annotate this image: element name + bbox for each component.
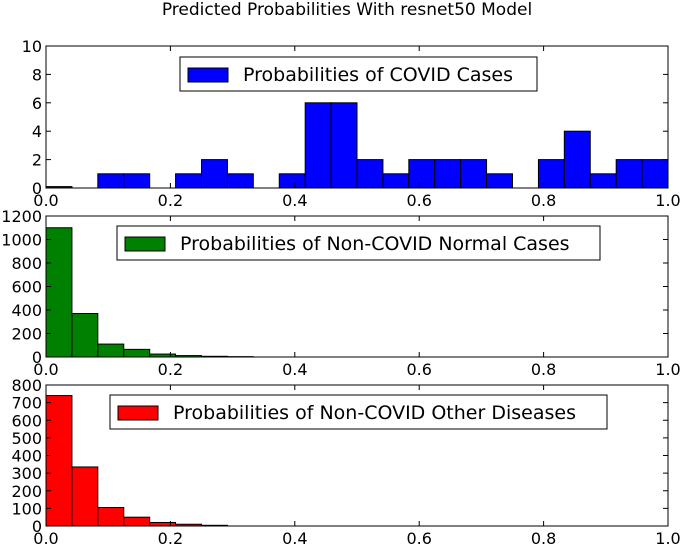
subplot-1: 0.0 0.2 0.4 0.6 0.8 1.0 0 2 4 6 8 10 Probabilities o… bbox=[22, 37, 681, 210]
y-tick-label: 6 bbox=[32, 94, 42, 113]
chart-title: Predicted Probabilities With resnet50 Mo… bbox=[162, 0, 532, 20]
y-tick-label: 200 bbox=[11, 482, 42, 501]
histogram-bar bbox=[382, 173, 410, 189]
axes-frame bbox=[45, 45, 669, 189]
histogram-bar bbox=[45, 227, 73, 358]
legend-label: Probabilities of COVID Cases bbox=[243, 64, 513, 86]
histogram-bar bbox=[97, 173, 125, 189]
x-tick-label: 0.8 bbox=[531, 529, 556, 548]
legend-box bbox=[109, 394, 608, 430]
x-tick-label: 0.4 bbox=[282, 360, 307, 379]
subplot-3: 0.0 0.2 0.4 0.6 0.8 1.0 0100200300400500600700… bbox=[11, 376, 680, 548]
subplots: 0.0 0.2 0.4 0.6 0.8 1.0 0 2 4 6 8 10 Probabilities o… bbox=[1, 37, 680, 548]
histogram-bar bbox=[615, 159, 643, 189]
subplot-2: 0.0 0.2 0.4 0.6 0.8 1.0 0 200 400 600 800 1000 1200 P… bbox=[1, 207, 680, 379]
histogram-bar bbox=[175, 173, 203, 189]
y-tick-label: 400 bbox=[11, 447, 42, 466]
y-tick-label: 4 bbox=[32, 122, 42, 141]
legend-box bbox=[116, 225, 601, 261]
x-tick-label: 1.0 bbox=[655, 360, 680, 379]
histogram-bar bbox=[97, 506, 125, 527]
y-tick-label: 1200 bbox=[1, 207, 42, 226]
legend-swatch bbox=[187, 67, 229, 83]
legend-box bbox=[179, 56, 538, 92]
histogram-bar bbox=[330, 102, 358, 189]
x-tick-label: 0.2 bbox=[158, 360, 183, 379]
x-tick-label: 0.4 bbox=[282, 191, 307, 210]
y-tick-label: 600 bbox=[11, 411, 42, 430]
y-tick-label: 200 bbox=[11, 325, 42, 344]
legend-swatch bbox=[124, 236, 166, 252]
x-tick-label: 0.4 bbox=[282, 529, 307, 548]
histogram-bar bbox=[45, 395, 73, 527]
y-tick-label: 700 bbox=[11, 394, 42, 413]
histogram-bar bbox=[149, 521, 177, 527]
histogram-bar bbox=[71, 466, 99, 527]
histogram-bar bbox=[97, 343, 125, 358]
y-tick-label: 400 bbox=[11, 301, 42, 320]
histogram-bar bbox=[123, 173, 151, 189]
y-tick-label: 600 bbox=[11, 278, 42, 297]
x-tick-label: 0.8 bbox=[531, 191, 556, 210]
y-tick-label: 100 bbox=[11, 499, 42, 518]
histogram-bar bbox=[123, 348, 151, 358]
x-tick-label: 0.2 bbox=[158, 191, 183, 210]
histogram-bar bbox=[304, 102, 332, 189]
histogram-bar bbox=[486, 173, 513, 189]
legend-label: Probabilities of Non-COVID Other Disease… bbox=[173, 402, 576, 424]
x-tick-label: 0.6 bbox=[406, 360, 431, 379]
y-tick-label: 0 bbox=[32, 179, 42, 198]
x-tick-label: 0.0 bbox=[33, 529, 58, 548]
histogram-bar bbox=[460, 159, 488, 189]
legend: Probabilities of Non-COVID Other Disease… bbox=[109, 394, 608, 430]
x-tick-label: 0.6 bbox=[406, 191, 431, 210]
y-tick-label: 0 bbox=[32, 517, 42, 536]
histogram-bar bbox=[563, 130, 591, 189]
histogram-bar bbox=[641, 159, 669, 189]
y-tick-label: 2 bbox=[32, 151, 42, 170]
x-tick-label: 0.6 bbox=[406, 529, 431, 548]
x-tick-label: 1.0 bbox=[655, 529, 680, 548]
x-tick-label: 1.0 bbox=[655, 191, 680, 210]
histogram-bar bbox=[201, 159, 228, 189]
legend: Probabilities of Non-COVID Normal Cases bbox=[116, 225, 601, 261]
y-tick-label: 8 bbox=[32, 65, 42, 84]
histogram-bar bbox=[123, 516, 151, 527]
y-tick-label: 1000 bbox=[1, 231, 42, 250]
histogram-bar bbox=[71, 313, 99, 358]
y-tick-label: 10 bbox=[22, 37, 42, 56]
y-tick-label: 300 bbox=[11, 464, 42, 483]
x-tick-label: 0.8 bbox=[531, 360, 556, 379]
y-tick-label: 800 bbox=[11, 376, 42, 395]
legend-label: Probabilities of Non-COVID Normal Cases bbox=[180, 233, 570, 255]
legend: Probabilities of COVID Cases bbox=[179, 56, 538, 92]
histogram-bar bbox=[589, 173, 617, 189]
histogram-bar bbox=[537, 159, 565, 189]
x-tick-label: 0.0 bbox=[33, 360, 58, 379]
x-tick-label: 0.2 bbox=[158, 529, 183, 548]
y-tick-label: 500 bbox=[11, 429, 42, 448]
histogram-bar bbox=[408, 159, 436, 189]
histogram-bar bbox=[356, 159, 384, 189]
histogram-bar bbox=[278, 173, 306, 189]
histogram-bar bbox=[434, 159, 462, 189]
legend-swatch bbox=[117, 405, 159, 421]
y-tick-label: 800 bbox=[11, 254, 42, 273]
x-tick-label: 0.0 bbox=[33, 191, 58, 210]
histogram-bar bbox=[226, 173, 254, 189]
y-tick-label: 0 bbox=[32, 348, 42, 367]
